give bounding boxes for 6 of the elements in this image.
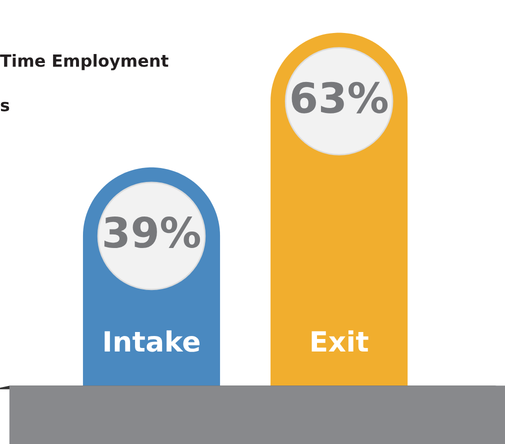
x-tick-label: Intake: [104, 330, 200, 352]
text: s: [0, 102, 10, 112]
data-label: 39%: [104, 216, 200, 248]
x-tick-label: Exit: [312, 330, 368, 352]
text: Time Employment: [0, 54, 168, 70]
data-label: 63%: [292, 82, 388, 114]
